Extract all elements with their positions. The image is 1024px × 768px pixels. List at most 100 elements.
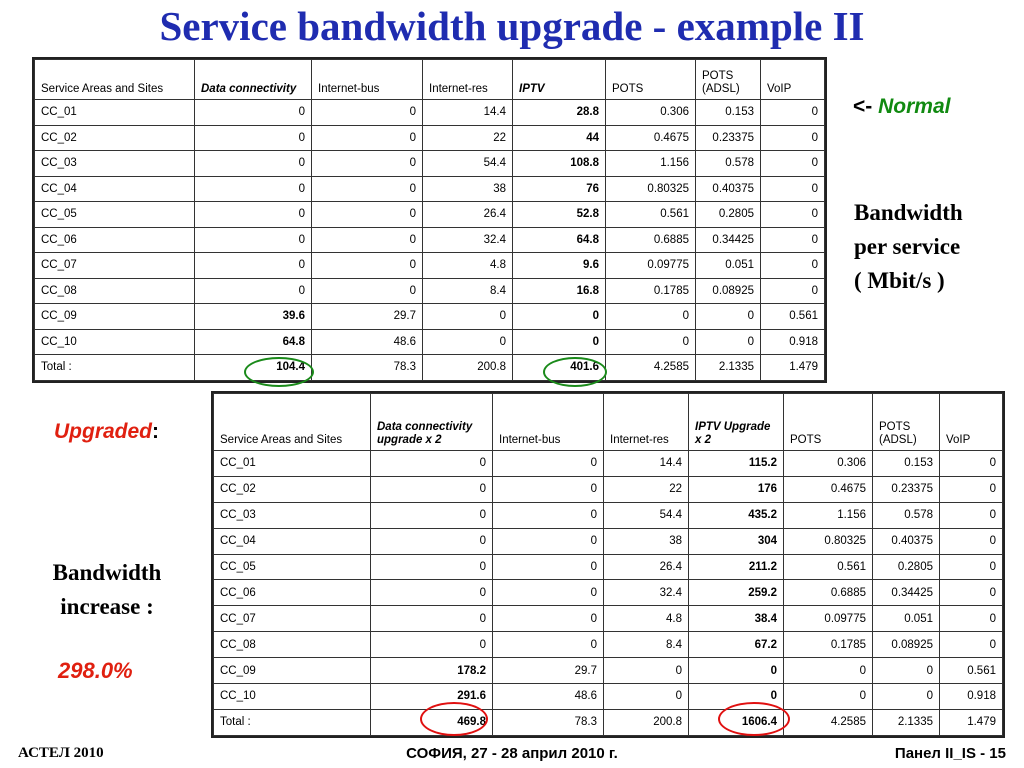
table-row: CC_03 0 0 54.4 108.8 1.156 0.578 0: [34, 150, 825, 177]
table-row: CC_06 0 0 32.4 64.8 0.6885 0.34425 0: [34, 226, 825, 253]
table-cell: 0: [603, 657, 689, 685]
table-cell: 0: [605, 328, 696, 355]
table-row: CC_01 0 0 14.4 115.2 0.306 0.153 0: [213, 450, 1003, 477]
table-cell: 0: [760, 175, 825, 202]
table-cell: 0.051: [695, 252, 761, 279]
table-row: CC_08 0 0 8.4 16.8 0.1785 0.08925 0: [34, 277, 825, 304]
note-line: increase :: [60, 594, 154, 619]
table-cell: 29.7: [492, 657, 604, 685]
table-cell: 0.6885: [783, 579, 873, 607]
note-line: Bandwidth: [52, 560, 162, 585]
table-cell: 78.3: [311, 354, 423, 381]
row-label-cell: CC_01: [213, 450, 371, 477]
table-cell: 0.23375: [872, 475, 940, 503]
table-cell: 304: [688, 527, 784, 555]
table-cell: 0: [512, 303, 606, 330]
row-label-cell: CC_06: [34, 226, 195, 253]
table-cell: 0: [939, 631, 1003, 659]
table-cell: 0.578: [872, 501, 940, 529]
note-line: per service: [854, 234, 961, 259]
row-label-cell: CC_02: [213, 475, 371, 503]
table-cell: 0.4675: [605, 124, 696, 151]
table-cell: 0: [939, 527, 1003, 555]
header-cell: Service Areas and Sites: [213, 393, 371, 451]
table-cell: 0: [370, 475, 493, 503]
row-label-cell: CC_04: [213, 527, 371, 555]
normal-note: <- Normal: [853, 95, 950, 119]
table-cell: 0: [939, 579, 1003, 607]
table-cell: 115.2: [688, 450, 784, 477]
table-cell: 2.1335: [695, 354, 761, 381]
upgraded-label: Upgraded:: [54, 420, 159, 444]
table-cell: 0.561: [760, 303, 825, 330]
header-cell: Data connectivity upgrade x 2: [370, 393, 493, 451]
table-row: CC_04 0 0 38 76 0.80325 0.40375 0: [34, 175, 825, 202]
table-cell: 4.2585: [783, 708, 873, 736]
table-cell: 0: [939, 605, 1003, 633]
table-cell: 0: [422, 328, 513, 355]
row-label-cell: CC_01: [34, 99, 195, 126]
bandwidth-increase-value: 298.0%: [58, 658, 133, 683]
table-cell: 0.34425: [872, 579, 940, 607]
header-cell: IPTV: [512, 59, 606, 100]
header-cell: Internet-bus: [492, 393, 604, 451]
table-cell: 0.80325: [605, 175, 696, 202]
table-cell: 0: [492, 631, 604, 659]
table-row: CC_10 291.6 48.6 0 0 0 0 0.918: [213, 683, 1003, 710]
upgraded-colon: :: [152, 420, 160, 443]
footer-left: АСТЕЛ 2010: [18, 745, 104, 761]
table-cell: 0: [939, 450, 1003, 477]
table-cell: 38.4: [688, 605, 784, 633]
header-cell: Internet-bus: [311, 59, 423, 100]
table-cell: 469.8: [370, 708, 493, 736]
table-cell: 64.8: [194, 328, 312, 355]
table-cell: 0: [311, 99, 423, 126]
table-cell: 0.1785: [783, 631, 873, 659]
table-cell: 0: [939, 553, 1003, 581]
table-cell: 0: [492, 450, 604, 477]
table-cell: 0: [760, 201, 825, 228]
table-row: CC_05 0 0 26.4 52.8 0.561 0.2805 0: [34, 201, 825, 228]
table-cell: 0: [603, 683, 689, 710]
table-cell: 0.34425: [695, 226, 761, 253]
row-label-cell: CC_03: [34, 150, 195, 177]
table-cell: 1606.4: [688, 708, 784, 736]
table-cell: 1.156: [605, 150, 696, 177]
slide-title: Service bandwidth upgrade - example II: [159, 3, 865, 49]
row-label-cell: CC_08: [213, 631, 371, 659]
table-cell: 14.4: [422, 99, 513, 126]
table-cell: 211.2: [688, 553, 784, 581]
table-cell: 0: [194, 252, 312, 279]
table-header-row: Service Areas and Sites Data connectivit…: [34, 59, 825, 100]
table-cell: 52.8: [512, 201, 606, 228]
table-cell: 0: [688, 657, 784, 685]
table-cell: 200.8: [603, 708, 689, 736]
table-cell: 401.6: [512, 354, 606, 381]
row-label-cell: CC_04: [34, 175, 195, 202]
row-label-cell: CC_07: [213, 605, 371, 633]
table-cell: 291.6: [370, 683, 493, 710]
table-cell: 0: [370, 553, 493, 581]
table-cell: 0: [760, 124, 825, 151]
table-cell: 0.153: [695, 99, 761, 126]
table-row: CC_07 0 0 4.8 38.4 0.09775 0.051 0: [213, 605, 1003, 633]
table-cell: 38: [422, 175, 513, 202]
table-cell: 0: [492, 527, 604, 555]
table-cell: 0.09775: [783, 605, 873, 633]
header-cell: POTS (ADSL): [872, 393, 940, 451]
table-cell: 0.08925: [695, 277, 761, 304]
table-cell: 0: [492, 579, 604, 607]
table-cell: 26.4: [603, 553, 689, 581]
table-cell: 0: [783, 657, 873, 685]
header-cell: Internet-res: [603, 393, 689, 451]
table-cell: 0.918: [760, 328, 825, 355]
table-cell: 0: [760, 226, 825, 253]
table-cell: 0: [194, 277, 312, 304]
table-cell: 435.2: [688, 501, 784, 529]
table-cell: 0: [492, 553, 604, 581]
table-cell: 0.08925: [872, 631, 940, 659]
table-cell: 1.479: [939, 708, 1003, 736]
upgraded-bandwidth-table: Service Areas and Sites Data connectivit…: [213, 393, 1003, 736]
table-cell: 38: [603, 527, 689, 555]
table-cell: 0: [422, 303, 513, 330]
